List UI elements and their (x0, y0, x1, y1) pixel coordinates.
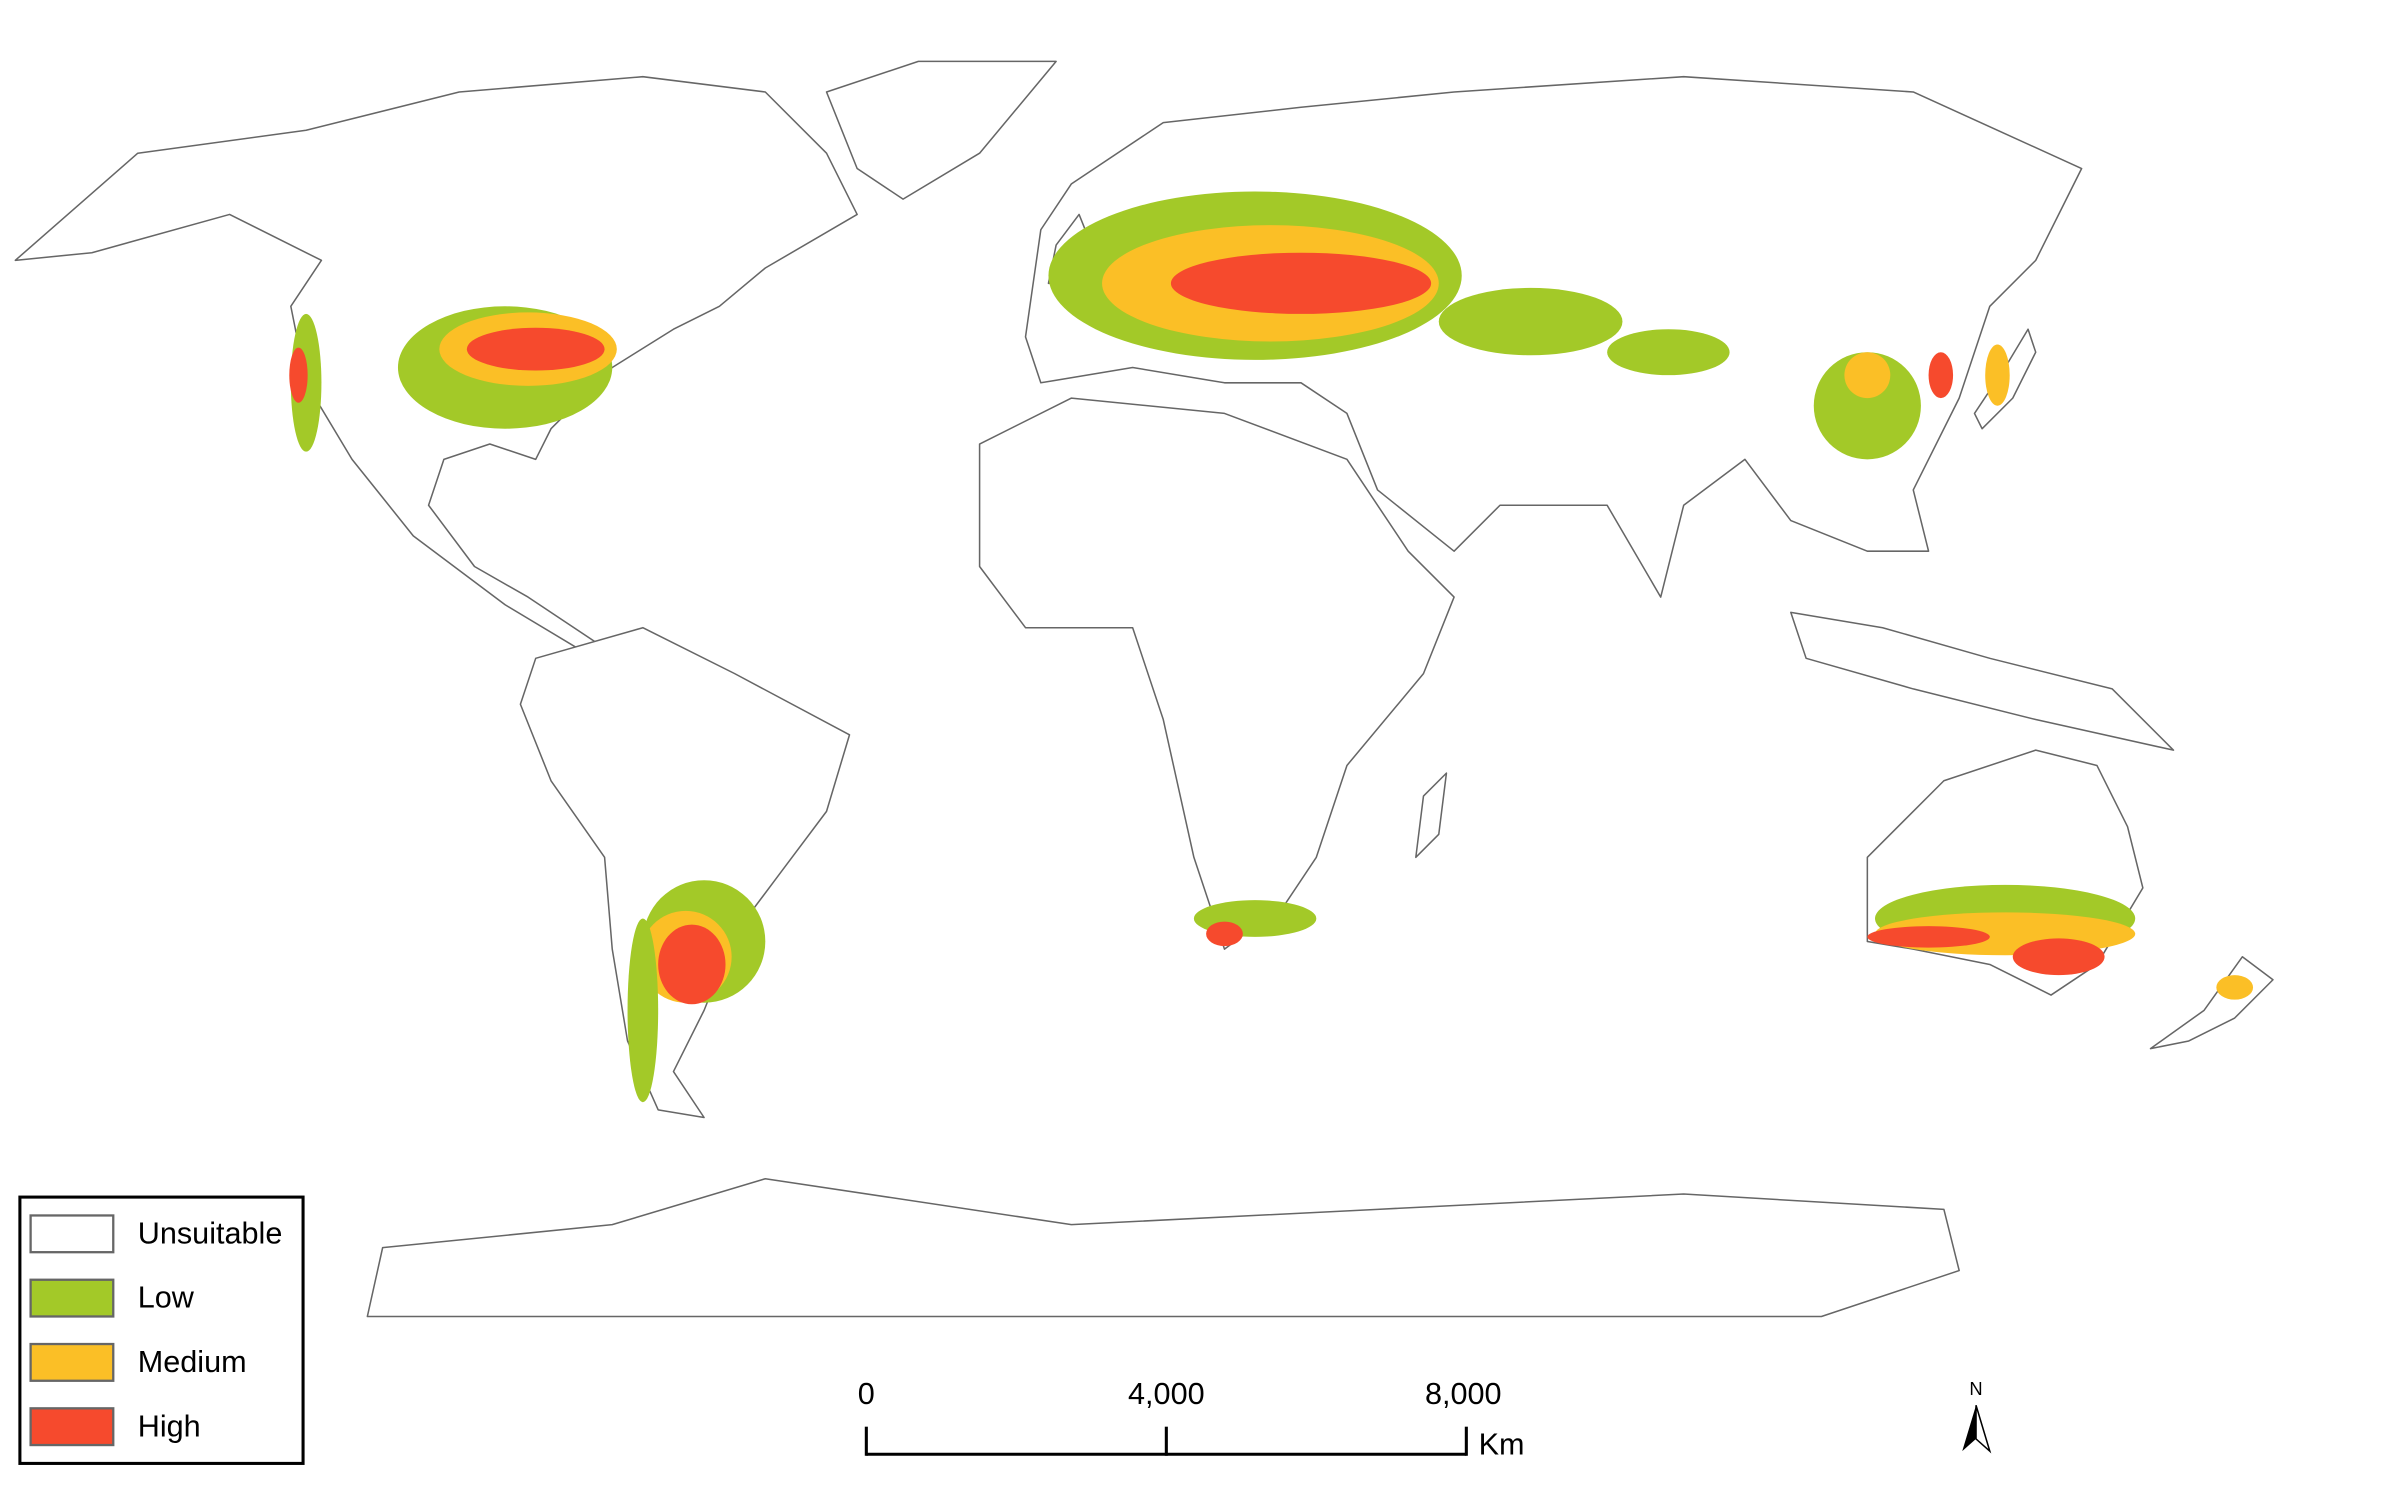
legend-swatch (29, 1342, 115, 1382)
antarctica (366, 1177, 1960, 1318)
legend-label: Medium (138, 1345, 247, 1379)
arrow-left (1962, 1405, 1977, 1452)
suitability-patch (2012, 938, 2105, 976)
scale-label: 4,000 (1128, 1377, 1205, 1411)
suitability-patch (466, 327, 605, 371)
legend-swatch (29, 1278, 115, 1318)
suitability-patch (1844, 352, 1891, 399)
scale-unit: Km (1479, 1428, 1525, 1462)
suitability-patch (1928, 352, 1954, 399)
suitability-patch (1170, 252, 1432, 314)
legend: Unsuitable Low Medium High (18, 1195, 305, 1465)
suitability-patch (1985, 344, 2010, 406)
suitability-patch (2216, 975, 2254, 1000)
suitability-patch (1206, 921, 1243, 947)
arrow-right (1975, 1405, 1992, 1454)
legend-swatch (29, 1214, 115, 1254)
suitability-patch (289, 347, 308, 403)
north-label: N (1969, 1378, 1982, 1399)
new-zealand (2149, 956, 2274, 1050)
suitability-patch (1438, 287, 1623, 356)
scale-label: 8,000 (1425, 1377, 1502, 1411)
south-america (519, 626, 851, 1119)
north-arrow: N (1962, 1378, 1992, 1454)
madagascar (1415, 772, 1448, 859)
greenland (825, 60, 1057, 200)
legend-swatch (29, 1407, 115, 1447)
suitability-patch (1813, 352, 1921, 460)
scale-bar: 0 4,000 8,000 Km (858, 1377, 1525, 1462)
legend-label: Low (138, 1281, 195, 1315)
suitability-patch (1607, 329, 1730, 376)
africa (978, 397, 1455, 950)
southeast-asia (1790, 611, 2175, 751)
suitability-patch (1867, 926, 1990, 948)
legend-label: High (138, 1409, 201, 1443)
suitability-areas (289, 191, 2254, 1103)
suitability-patch (658, 924, 726, 1005)
suitability-patch (627, 918, 659, 1103)
legend-label: Unsuitable (138, 1216, 283, 1250)
scale-label: 0 (858, 1377, 875, 1411)
